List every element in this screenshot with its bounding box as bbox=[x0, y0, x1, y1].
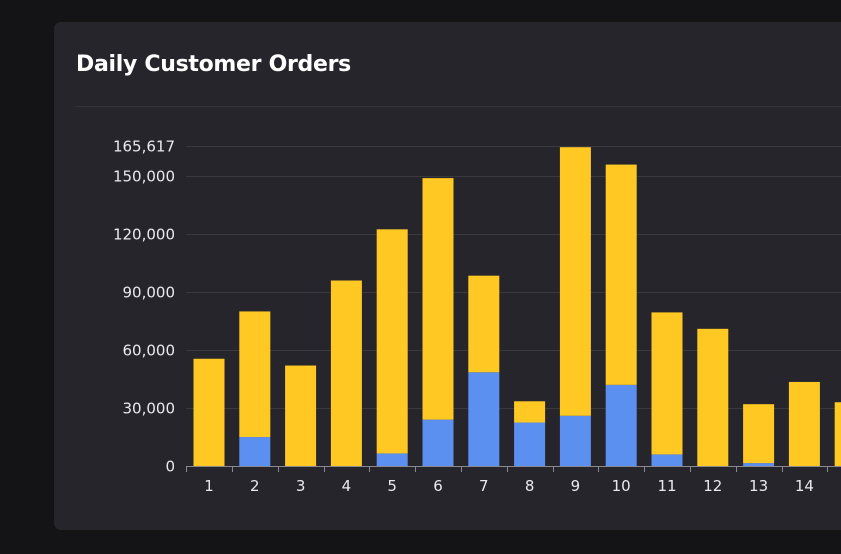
y-tick-label: 30,000 bbox=[123, 400, 176, 418]
y-tick-label: 60,000 bbox=[123, 342, 176, 360]
x-tick-label: 4 bbox=[342, 477, 352, 495]
bar-base-8 bbox=[514, 422, 546, 466]
x-tick-label: 2 bbox=[250, 477, 260, 495]
x-tick-label: 1 bbox=[204, 477, 214, 495]
x-axis: 123456789101112131415 bbox=[186, 466, 841, 495]
bar-base-13 bbox=[743, 463, 775, 466]
grid-lines bbox=[186, 146, 841, 409]
y-tick-label: 120,000 bbox=[113, 226, 175, 244]
x-tick-label: 6 bbox=[433, 477, 443, 495]
x-tick-label: 12 bbox=[703, 477, 722, 495]
bar-top-4 bbox=[330, 280, 362, 466]
x-tick-label: 5 bbox=[387, 477, 397, 495]
x-tick-label: 3 bbox=[296, 477, 306, 495]
y-axis: 0 30,000 60,000 90,000 120,000 150,000 165,617 bbox=[113, 138, 175, 476]
bar-top-9 bbox=[559, 147, 591, 416]
bar-top-11 bbox=[651, 312, 683, 455]
bar-base-7 bbox=[468, 372, 500, 466]
bar-base-6 bbox=[422, 419, 454, 466]
bar-top-15 bbox=[834, 402, 841, 466]
bar-top-10 bbox=[605, 164, 637, 385]
bars bbox=[193, 147, 841, 466]
bar-base-5 bbox=[376, 453, 408, 466]
x-tick-label: 7 bbox=[479, 477, 489, 495]
bar-top-13 bbox=[743, 404, 775, 464]
y-tick-label: 150,000 bbox=[113, 168, 175, 186]
y-tick-label: 165,617 bbox=[113, 138, 175, 156]
x-tick-label: 11 bbox=[657, 477, 676, 495]
bar-top-8 bbox=[514, 401, 546, 423]
bar-top-2 bbox=[239, 311, 271, 438]
bar-top-14 bbox=[788, 381, 820, 466]
bar-top-5 bbox=[376, 229, 408, 454]
bar-top-6 bbox=[422, 178, 454, 420]
bar-top-3 bbox=[285, 365, 317, 466]
x-tick-label: 9 bbox=[571, 477, 581, 495]
y-tick-label: 0 bbox=[165, 458, 175, 476]
y-tick-label: 90,000 bbox=[123, 284, 176, 302]
x-tick-label: 13 bbox=[749, 477, 768, 495]
bar-base-2 bbox=[239, 437, 271, 466]
bar-top-12 bbox=[697, 328, 729, 466]
x-tick-label: 8 bbox=[525, 477, 535, 495]
x-tick-label: 10 bbox=[612, 477, 631, 495]
bar-base-10 bbox=[605, 384, 637, 466]
bar-top-1 bbox=[193, 358, 225, 466]
title-divider bbox=[76, 106, 841, 107]
bar-base-9 bbox=[559, 415, 591, 466]
bar-base-11 bbox=[651, 454, 683, 466]
bar-top-7 bbox=[468, 275, 500, 373]
x-tick-label: 14 bbox=[795, 477, 814, 495]
chart-title: Daily Customer Orders bbox=[76, 52, 351, 77]
